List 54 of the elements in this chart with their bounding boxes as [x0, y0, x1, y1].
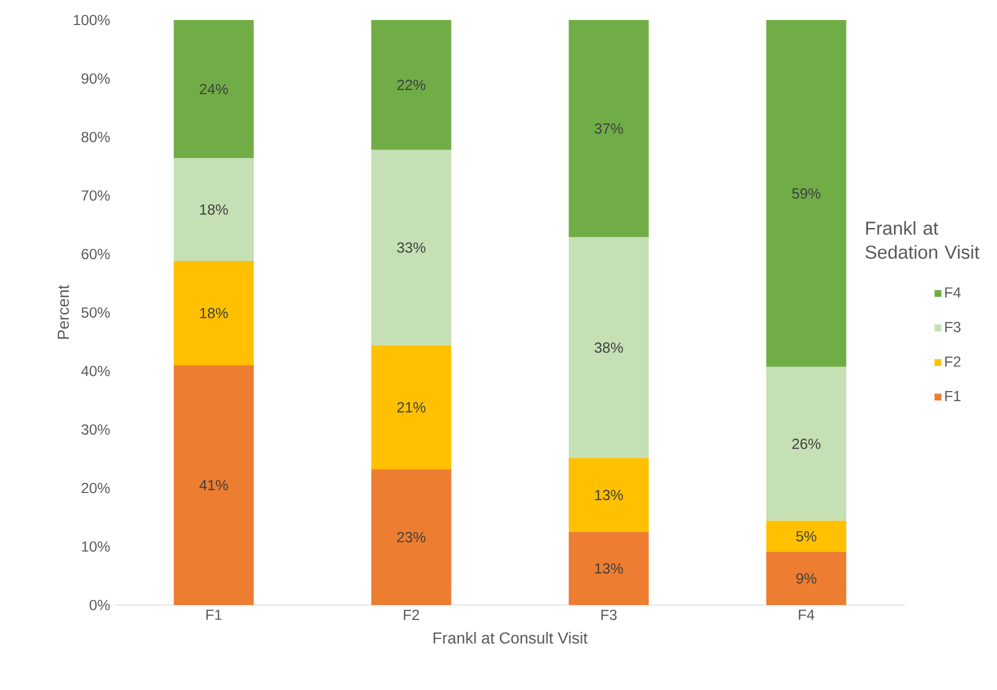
y-axis-title: Percent — [58, 285, 69, 339]
data-label: 38% — [594, 342, 623, 353]
data-label: 59% — [792, 188, 820, 199]
legend-label: F3 — [945, 322, 961, 332]
bar — [568, 237, 649, 458]
bar — [174, 261, 254, 366]
data-label: 18% — [200, 308, 228, 318]
x-tick-label: F3 — [601, 610, 617, 620]
data-label: 41% — [199, 480, 228, 490]
bar — [568, 20, 649, 238]
y-tick-label: 30% — [82, 424, 110, 435]
data-label: 23% — [397, 532, 426, 542]
data-label: 13% — [595, 563, 623, 574]
legend-title: Frankl at Sedation Visit — [866, 221, 980, 259]
data-label: 22% — [397, 80, 426, 90]
bar — [174, 158, 254, 262]
bar — [568, 458, 649, 532]
bar — [174, 20, 254, 158]
x-tick-label: F4 — [798, 610, 814, 620]
data-label: 9% — [796, 573, 816, 584]
legend-label: F4 — [945, 287, 961, 298]
y-tick-label: 70% — [82, 190, 110, 201]
bar — [766, 20, 846, 367]
legend-label: F1 — [945, 391, 960, 402]
y-tick-label: 50% — [82, 307, 110, 318]
y-tick-label: 60% — [82, 248, 110, 260]
legend-label: F2 — [945, 356, 960, 367]
bar — [766, 520, 846, 552]
data-label: 5% — [796, 531, 816, 542]
y-tick-label: 0% — [90, 600, 110, 610]
bar — [371, 469, 452, 605]
y-tick-label: 100% — [74, 14, 110, 26]
data-label: 37% — [594, 123, 623, 134]
bar — [371, 150, 452, 346]
bar — [766, 366, 846, 521]
bar — [371, 20, 452, 150]
x-axis-title: Frankl at Consult Visit — [434, 632, 588, 644]
bar — [174, 365, 254, 605]
bar — [371, 345, 452, 470]
data-label: 24% — [200, 84, 228, 94]
data-label: 26% — [792, 438, 820, 450]
data-label: 18% — [200, 204, 228, 215]
y-tick-label: 80% — [82, 132, 110, 142]
bar — [766, 552, 846, 605]
x-tick-label: F1 — [206, 610, 222, 620]
x-tick-label: F2 — [404, 610, 420, 620]
y-tick-label: 40% — [81, 366, 110, 376]
data-label: 13% — [595, 490, 623, 500]
data-label: 33% — [397, 242, 426, 253]
y-tick-label: 10% — [82, 541, 110, 552]
y-tick-label: 90% — [82, 73, 110, 84]
bar — [568, 532, 649, 605]
y-tick-label: 20% — [82, 482, 110, 494]
data-label: 21% — [397, 402, 426, 412]
